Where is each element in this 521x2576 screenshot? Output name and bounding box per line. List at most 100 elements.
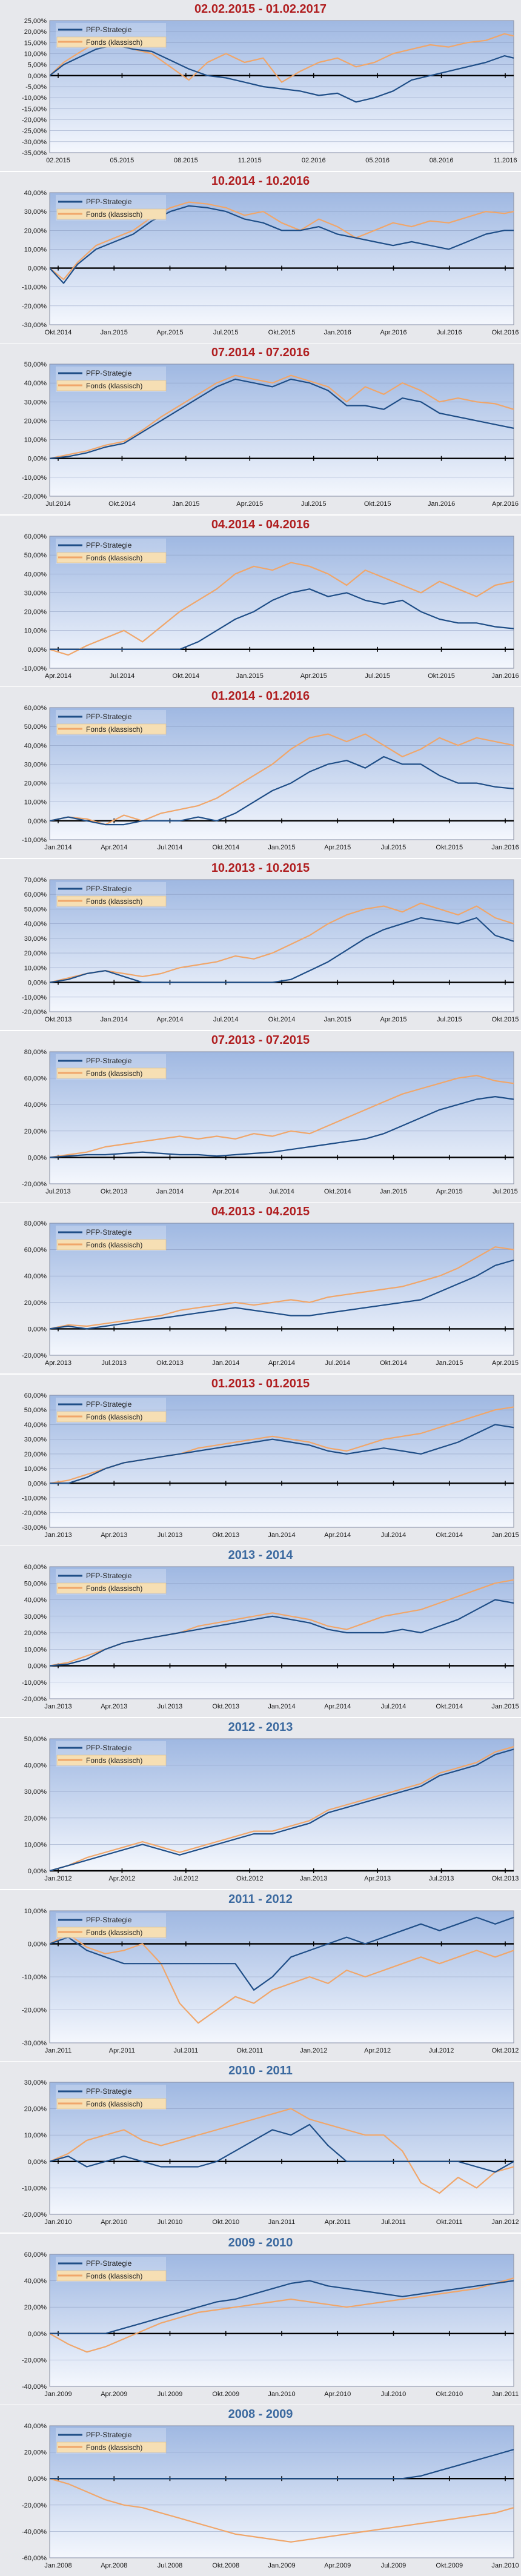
legend: PFP-Strategie Fonds (klassisch)	[56, 1398, 167, 1423]
y-tick-label: 10,00%	[24, 51, 47, 58]
chart-panel: 04.2013 - 04.2015 80,00% 60,00% 40,00% 20,00…	[0, 1203, 521, 1373]
y-tick-label: 40,00%	[24, 742, 47, 749]
x-tick-label: Jan.2014	[268, 1703, 295, 1710]
y-tick-label: -30,00%	[22, 322, 47, 329]
chart-title: 2011 - 2012	[228, 1893, 293, 1906]
chart-panel: 2010 - 2011 30,00% 20,00% 10,00% 0,00% -10,00…	[0, 2062, 521, 2232]
x-tick-label: Okt.2013	[212, 1703, 239, 1710]
y-tick-label: 40,00%	[24, 921, 47, 928]
legend: PFP-Strategie Fonds (klassisch)	[56, 882, 167, 908]
y-tick-label: 40,00%	[24, 380, 47, 387]
y-tick-label: 40,00%	[24, 1421, 47, 1429]
y-tick-label: -10,00%	[22, 2185, 47, 2192]
y-tick-label: -10,00%	[22, 665, 47, 672]
chart-panel: 01.2013 - 01.2015 60,00% 50,00% 40,00% 30,00…	[0, 1375, 521, 1545]
x-tick-label: 08.2016	[430, 157, 454, 164]
x-tick-label: Jan.2009	[44, 2391, 71, 2398]
x-tick-label: Jul.2014	[213, 1016, 239, 1023]
y-tick-label: 20,00%	[24, 1630, 47, 1637]
y-tick-label: 20,00%	[24, 1128, 47, 1135]
x-tick-label: Jan.2016	[428, 500, 455, 508]
line-chart: 60,00% 50,00% 40,00% 30,00% 20,00% 10,00% 0,00…	[22, 705, 519, 851]
x-tick-label: Jul.2009	[158, 2391, 183, 2398]
legend: PFP-Strategie Fonds (klassisch)	[56, 1741, 167, 1767]
x-tick-label: Jan.2014	[212, 1359, 239, 1367]
y-tick-label: 0,00%	[28, 456, 47, 463]
y-tick-label: -20,00%	[22, 2007, 47, 2014]
x-tick-label: Jan.2016	[491, 844, 519, 851]
legend: PFP-Strategie Fonds (klassisch)	[56, 367, 167, 392]
x-tick-label: Okt.2014	[108, 500, 136, 508]
x-tick-label: Jul.2014	[269, 1188, 294, 1195]
x-tick-label: Apr.2014	[268, 1359, 295, 1367]
legend: PFP-Strategie Fonds (klassisch)	[56, 2428, 167, 2454]
fund-series-line	[50, 1933, 514, 2024]
legend-row-fund	[56, 208, 167, 220]
legend-row-fund	[56, 2270, 167, 2282]
x-tick-label: 11.2016	[494, 157, 517, 164]
x-tick-label: Jul.2012	[429, 2047, 454, 2054]
x-tick-label: Okt.2013	[212, 1532, 239, 1539]
y-tick-label: 30,00%	[24, 1788, 47, 1796]
chart-title: 04.2014 - 04.2016	[211, 518, 310, 531]
x-tick-label: Jan.2015	[380, 1188, 407, 1195]
chart-panel: 10.2014 - 10.2016 40,00% 30,00% 20,00% 10,00…	[0, 172, 521, 343]
x-tick-label: Jul.2010	[158, 2219, 183, 2226]
x-tick-label: Apr.2016	[380, 329, 407, 336]
x-tick-label: Jul.2014	[45, 500, 71, 508]
chart-title: 2012 - 2013	[228, 1721, 293, 1734]
x-tick-label: Jul.2015	[365, 672, 390, 680]
legend-label-strategy: PFP-Strategie	[86, 1916, 132, 1924]
x-tick-label: Jan.2010	[491, 2562, 519, 2569]
x-tick-label: Jan.2014	[101, 1016, 128, 1023]
y-tick-label: 30,00%	[24, 208, 47, 216]
line-chart: 80,00%60,00%40,00%20,00%0,00%-20,00%Apr.…	[22, 1220, 519, 1367]
strategy-series-line	[50, 1095, 514, 1158]
y-tick-label: 30,00%	[24, 935, 47, 943]
y-tick-label: -20,00%	[22, 1352, 47, 1359]
x-tick-label: Jul.2015	[301, 500, 327, 508]
x-tick-label: Jan.2010	[44, 2219, 71, 2226]
y-tick-label: 40,00%	[24, 571, 47, 578]
x-tick-label: Apr.2010	[101, 2219, 127, 2226]
x-tick-label: Jul.2010	[381, 2391, 407, 2398]
strategy-series-line	[50, 2280, 514, 2334]
strategy-series-line	[50, 2449, 514, 2480]
chart-title: 10.2013 - 10.2015	[211, 861, 310, 875]
fund-series-line	[50, 2277, 514, 2353]
strategy-series-line	[50, 1599, 514, 1667]
legend-label-fund: Fonds (klassisch)	[86, 2272, 142, 2280]
legend-label-strategy: PFP-Strategie	[86, 1572, 132, 1580]
line-chart: 60,00% 50,00% 40,00% 30,00% 20,00% 10,00% 0,00…	[22, 533, 519, 680]
x-tick-label: Okt.2011	[436, 2219, 463, 2226]
legend-row-fund	[56, 2098, 167, 2110]
x-tick-label: Jan.2011	[492, 2391, 519, 2398]
y-tick-label: 20,00%	[24, 1451, 47, 1458]
fund-series-line	[50, 374, 514, 459]
y-tick-label: -20,00%	[22, 117, 47, 124]
x-tick-label: Jul.2011	[173, 2047, 198, 2054]
x-tick-label: Jul.2016	[437, 329, 462, 336]
line-chart: 50,00%40,00%30,00%20,00%10,00%0,00%Jan.2…	[24, 1736, 519, 1882]
legend: PFP-Strategie Fonds (klassisch)	[56, 1913, 167, 1939]
y-tick-label: 0,00%	[28, 980, 47, 987]
legend-label-fund: Fonds (klassisch)	[86, 897, 142, 906]
x-tick-label: Jan.2011	[45, 2047, 71, 2054]
x-tick-label: Jul.2013	[158, 1532, 183, 1539]
x-tick-label: Jan.2011	[268, 2219, 295, 2226]
legend-row-fund	[56, 1754, 167, 1766]
legend-label-strategy: PFP-Strategie	[86, 1400, 132, 1409]
y-tick-label: -60,00%	[22, 2555, 47, 2562]
x-tick-label: Jul.2015	[381, 844, 407, 851]
legend-label-strategy: PFP-Strategie	[86, 541, 132, 549]
strategy-series-line	[50, 588, 514, 650]
legend-row-fund	[56, 723, 167, 735]
x-tick-label: Apr.2015	[236, 500, 263, 508]
x-tick-label: Apr.2012	[364, 2047, 391, 2054]
x-tick-label: 02.2016	[302, 157, 326, 164]
y-tick-label: -30,00%	[22, 139, 47, 146]
y-tick-label: 10,00%	[24, 437, 47, 444]
y-tick-label: 0,00%	[28, 73, 47, 80]
x-tick-label: Jul.2014	[110, 672, 135, 680]
